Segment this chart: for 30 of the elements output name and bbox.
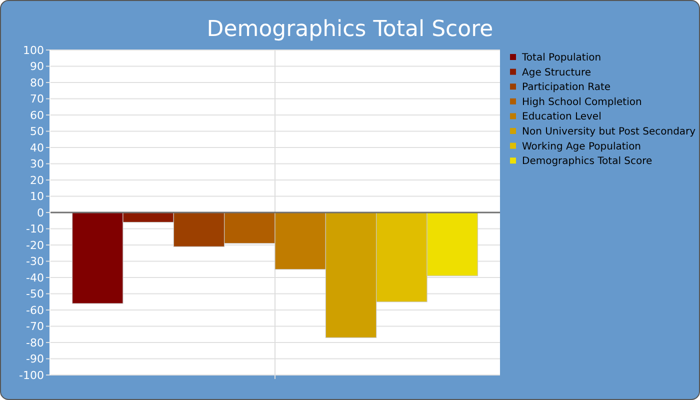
y-tick-label: 60 <box>30 108 44 122</box>
y-tick-label: -20 <box>26 238 44 252</box>
y-tick-label: 20 <box>30 174 44 187</box>
y-tick-label: 100 <box>23 44 44 57</box>
y-tick-label: -90 <box>26 352 44 366</box>
legend-label: Working Age Population <box>522 141 642 152</box>
legend-label: Education Level <box>522 112 602 123</box>
y-tick-label: 90 <box>30 60 44 74</box>
y-tick-label: -60 <box>26 304 44 317</box>
y-tick-label: 10 <box>30 190 44 204</box>
chart-title: Demographics Total Score <box>206 17 494 42</box>
legend-label: Non University but Post Secondary <box>522 126 696 138</box>
legend-label: Demographics Total Score <box>522 156 652 168</box>
y-tick-label: -100 <box>19 368 44 382</box>
y-tick-label: -10 <box>26 222 44 236</box>
y-tick-label: -30 <box>26 255 44 268</box>
y-tick-label: -70 <box>26 320 44 334</box>
legend-label: High School Completion <box>522 96 642 108</box>
legend-label: Total Population <box>521 52 602 64</box>
legend-label: Participation Rate <box>522 82 611 94</box>
y-tick-label: -80 <box>26 336 44 350</box>
y-tick-label: -50 <box>26 288 44 301</box>
y-tick-label: 40 <box>30 141 44 154</box>
legend-label: Age Structure <box>522 67 592 78</box>
y-tick-label: 50 <box>30 125 44 138</box>
y-tick-label: -40 <box>26 271 44 284</box>
y-tick-label: 80 <box>30 76 44 90</box>
y-tick-label: 0 <box>37 206 44 220</box>
y-tick-label: 30 <box>30 158 44 171</box>
y-tick-label: 70 <box>30 92 44 106</box>
